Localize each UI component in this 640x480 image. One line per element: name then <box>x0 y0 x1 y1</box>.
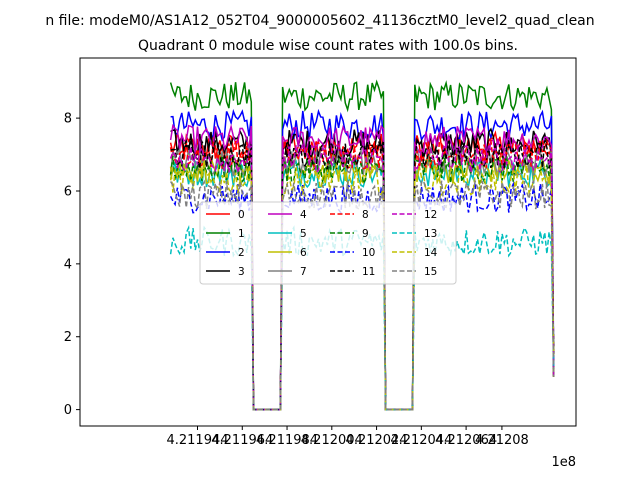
legend-label-12: 12 <box>424 209 437 221</box>
legend-label-2: 2 <box>238 247 245 259</box>
legend-label-11: 11 <box>362 266 375 278</box>
x-tick-label: 4.211944 <box>166 433 228 448</box>
plot-frame <box>79 57 577 427</box>
x-tick-label: 4.21208 <box>475 433 529 448</box>
legend-label-6: 6 <box>300 247 307 259</box>
legend-label-14: 14 <box>424 247 438 259</box>
y-tick-label: 4 <box>64 257 72 272</box>
legend-label-9: 9 <box>362 228 369 240</box>
y-tick-label: 6 <box>64 184 72 199</box>
series-line-9 <box>169 153 555 411</box>
series-layer <box>169 79 555 411</box>
x-tick-label: 4.212064 <box>435 433 497 448</box>
x-tick-label: 4.212024 <box>346 433 408 448</box>
x-tick-label: 4.212044 <box>390 433 452 448</box>
series-line-11 <box>170 138 555 411</box>
legend-label-7: 7 <box>300 266 307 278</box>
x-tick-label: 4.211964 <box>211 433 273 448</box>
legend-label-8: 8 <box>362 209 369 221</box>
x-axis-offset-label: 1e8 <box>551 455 576 470</box>
y-tick-label: 8 <box>64 112 72 127</box>
series-line-14 <box>169 163 555 411</box>
series-line-15 <box>169 178 555 411</box>
chart-title: Quadrant 0 module wise count rates with … <box>138 38 518 54</box>
legend-label-3: 3 <box>238 266 245 278</box>
legend-box <box>199 201 457 285</box>
y-axis: 0 2 4 6 8 <box>64 112 80 418</box>
legend-label-13: 13 <box>424 228 437 240</box>
legend-label-0: 0 <box>238 209 245 221</box>
series-line-12 <box>169 141 555 411</box>
x-tick-label: 4.212004 <box>301 433 363 448</box>
legend-label-4: 4 <box>300 209 307 221</box>
legend-label-15: 15 <box>424 266 437 278</box>
legend-label-1: 1 <box>238 228 245 240</box>
legend-label-5: 5 <box>300 228 307 240</box>
legend-label-10: 10 <box>362 247 375 259</box>
y-tick-label: 2 <box>64 330 72 345</box>
y-tick-label: 0 <box>64 403 72 418</box>
series-line-2 <box>170 108 555 411</box>
x-tick-label: 4.211984 <box>256 433 318 448</box>
x-axis: 4.2119444.2119644.2119844.2120044.212024… <box>166 426 529 448</box>
series-line-1 <box>169 79 555 411</box>
figure-suptitle: n file: modeM0/AS1A12_052T04_9000005602_… <box>45 13 594 29</box>
